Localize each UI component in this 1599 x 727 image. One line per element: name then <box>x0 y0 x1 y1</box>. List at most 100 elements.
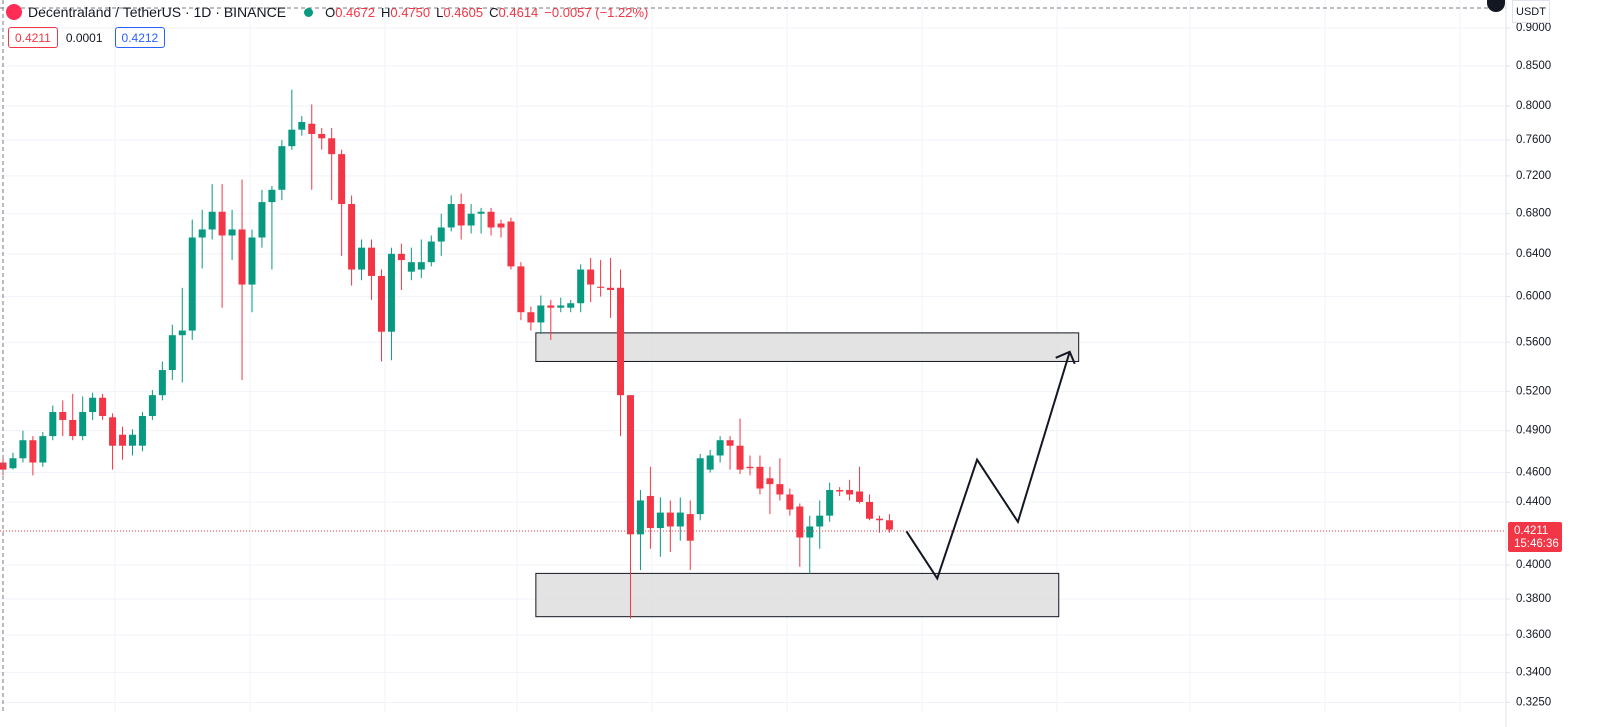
y-tick-label: 0.4600 <box>1516 467 1551 479</box>
candle-body <box>885 520 893 530</box>
price-zone <box>535 332 1080 362</box>
buy-button[interactable]: 0.4212 <box>114 27 166 48</box>
candle-body <box>726 440 734 446</box>
candle-body <box>557 305 565 308</box>
y-tick-label: 0.8000 <box>1516 100 1551 112</box>
candle-body <box>79 412 87 437</box>
currency-button[interactable]: USDT <box>1512 0 1550 23</box>
candle-body <box>676 512 684 527</box>
candle-body <box>188 237 196 331</box>
candle-body <box>587 269 595 285</box>
candle-body <box>776 484 784 495</box>
candle-body <box>59 412 67 420</box>
candle-body <box>168 335 176 371</box>
candle-body <box>826 490 834 516</box>
candle-body <box>487 211 495 228</box>
candle-body <box>497 223 505 228</box>
candle-body <box>258 202 266 238</box>
last-price-badge <box>1508 522 1562 553</box>
candle-body <box>656 512 664 529</box>
ohlc-close: C0.4614 <box>489 5 538 20</box>
sell-button[interactable]: 0.4211 <box>8 27 58 48</box>
y-tick-label: 0.7600 <box>1516 134 1551 146</box>
ohlc-key: C <box>489 4 499 20</box>
candle-body <box>148 395 156 416</box>
ohlc-high: H0.4750 <box>381 5 430 20</box>
candle-body <box>39 436 47 463</box>
arrow-head <box>1055 350 1076 365</box>
y-tick-label: 0.3250 <box>1516 697 1551 709</box>
candle-body <box>238 229 246 285</box>
symbol-title: Decentraland / TetherUS · 1D · BINANCE <box>28 4 287 20</box>
candle-body <box>846 490 854 495</box>
y-tick-label: 0.4400 <box>1516 496 1551 508</box>
candle-body <box>178 330 186 336</box>
market-status <box>304 7 314 17</box>
y-tick-label: 0.9000 <box>1516 22 1551 34</box>
candle-body <box>128 434 136 446</box>
candle-body <box>517 266 525 313</box>
legend-header: Decentraland / TetherUS · 1D · BINANCE O… <box>6 0 648 24</box>
ohlc-value: 0.4750 <box>390 4 431 20</box>
y-tick-label: 0.3600 <box>1516 629 1551 641</box>
candle-body <box>368 247 376 276</box>
ohlc-value: 0.4605 <box>443 4 484 20</box>
candle-body <box>417 262 425 270</box>
candle-body <box>138 415 146 446</box>
candle-body <box>308 123 316 134</box>
candle-body <box>875 518 883 521</box>
layers: 0.9000 0.8500 0.8000 0.7600 0.7200 0.6800 0.64… <box>0 22 1562 709</box>
y-tick-label: 0.5200 <box>1516 385 1551 397</box>
candle-body <box>796 506 804 538</box>
candle-body <box>69 419 77 437</box>
candle-body <box>447 204 455 228</box>
candle-body <box>158 370 166 396</box>
y-tick-label: 0.3800 <box>1516 593 1551 605</box>
candle-body <box>198 229 206 238</box>
candle-body <box>816 515 824 527</box>
ohlc-key: L <box>436 4 444 20</box>
countdown: 15:46:36 <box>1514 538 1559 550</box>
candle-body <box>348 204 356 270</box>
settings-icon[interactable] <box>1487 0 1505 12</box>
candle-body <box>377 275 385 332</box>
candle-body <box>0 462 7 470</box>
candle-body <box>746 466 754 469</box>
candle-body <box>437 227 445 242</box>
projection-path <box>905 351 1071 581</box>
candle-body <box>607 287 615 290</box>
candle-body <box>756 466 764 489</box>
y-tick-label: 0.3400 <box>1516 667 1551 679</box>
ohlc-value: 0.4614 <box>498 4 539 20</box>
candle-body <box>547 305 555 308</box>
price-zone <box>535 572 1060 618</box>
candle-body <box>268 189 276 203</box>
candle-body <box>338 154 346 205</box>
candle-body <box>866 501 874 519</box>
candle-body <box>686 514 694 541</box>
y-tick-label: 0.6800 <box>1516 208 1551 220</box>
candle-body <box>19 440 27 459</box>
candle-body <box>49 412 57 437</box>
candle-body <box>597 286 605 288</box>
y-tick-label: 0.6000 <box>1516 291 1551 303</box>
candle-body <box>636 500 644 535</box>
change: −0.0057 (−1.22%) <box>544 4 649 20</box>
y-tick-label: 0.8500 <box>1516 60 1551 72</box>
candle-body <box>567 303 575 308</box>
candle-body <box>836 490 844 492</box>
candle-body <box>696 458 704 515</box>
candle-body <box>109 417 117 446</box>
candle-body <box>477 211 485 214</box>
candle-body <box>397 253 405 261</box>
ohlc-low: L0.4605 <box>436 5 483 20</box>
candle-body <box>288 129 296 147</box>
last-price-label: 0.4211 <box>1514 525 1548 537</box>
candle-body <box>577 269 585 304</box>
candle-body <box>766 478 774 485</box>
y-tick-label: 0.4000 <box>1516 559 1551 571</box>
candle-body <box>806 526 814 538</box>
candle-body <box>298 121 306 130</box>
